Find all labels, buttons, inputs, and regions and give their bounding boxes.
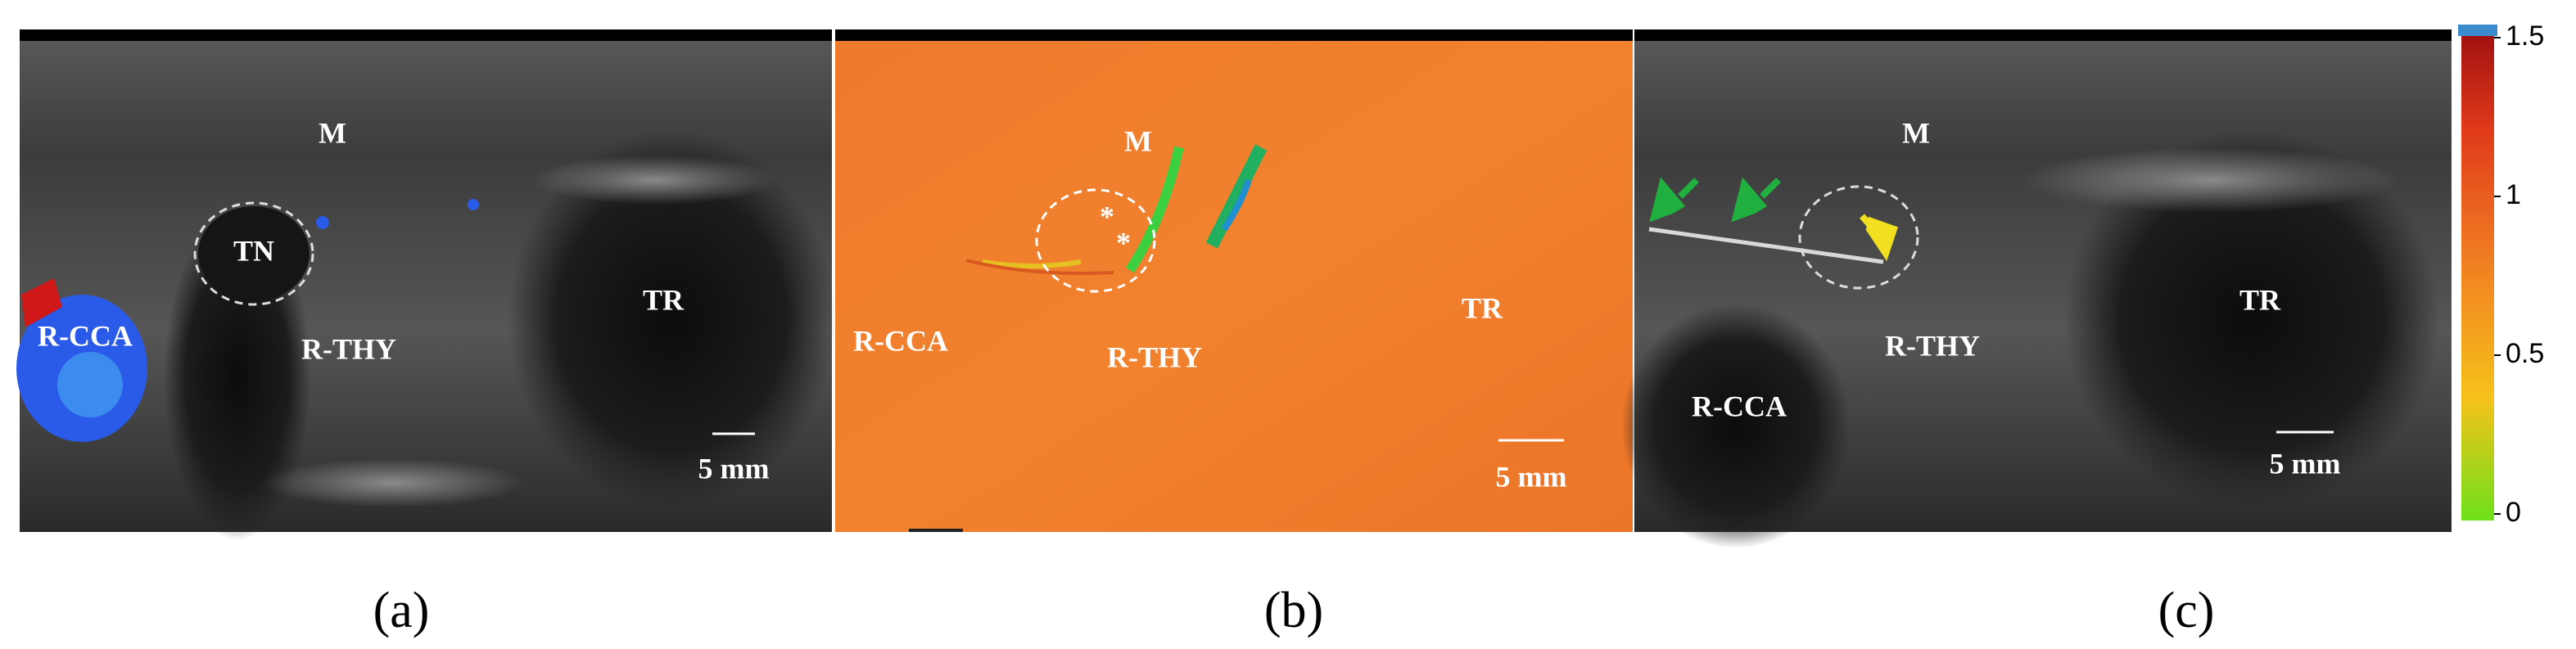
annotation: R-CCA — [853, 324, 948, 357]
scale-bar-label: 5 mm — [2270, 447, 2341, 480]
panel-label: (c) — [2158, 583, 2215, 638]
colorbar — [2458, 25, 2497, 521]
annotation: M — [1902, 116, 1930, 149]
annotation: R-THY — [1107, 340, 1202, 373]
panel-label: (a) — [373, 583, 430, 638]
panel-b-image — [835, 29, 1633, 532]
annotation: * — [1100, 200, 1114, 232]
annotation: M — [319, 116, 346, 149]
annotation: TN — [233, 234, 274, 267]
annotation: R-THY — [1885, 329, 1980, 362]
panel-c-image — [1621, 29, 2452, 548]
panel-label: (b) — [1264, 583, 1323, 638]
colorbar-tick-label: 0.5 — [2506, 338, 2544, 369]
panel-a-image — [16, 29, 835, 540]
annotation: R-CCA — [38, 319, 133, 352]
scale-bar-label: 5 mm — [1496, 460, 1567, 493]
annotation: TR — [643, 283, 685, 316]
annotation: R-CCA — [1692, 390, 1787, 422]
colorbar-tick-label: 1.5 — [2506, 20, 2544, 52]
colorbar-tick-label: 0 — [2506, 497, 2521, 528]
annotation: TR — [2239, 283, 2281, 316]
annotation: * — [1116, 226, 1131, 259]
annotation: M — [1124, 124, 1152, 157]
annotation: R-THY — [301, 332, 396, 365]
colorbar-tick-label: 1 — [2506, 179, 2521, 210]
scale-bar-label: 5 mm — [698, 452, 770, 484]
annotation: TR — [1462, 291, 1503, 324]
